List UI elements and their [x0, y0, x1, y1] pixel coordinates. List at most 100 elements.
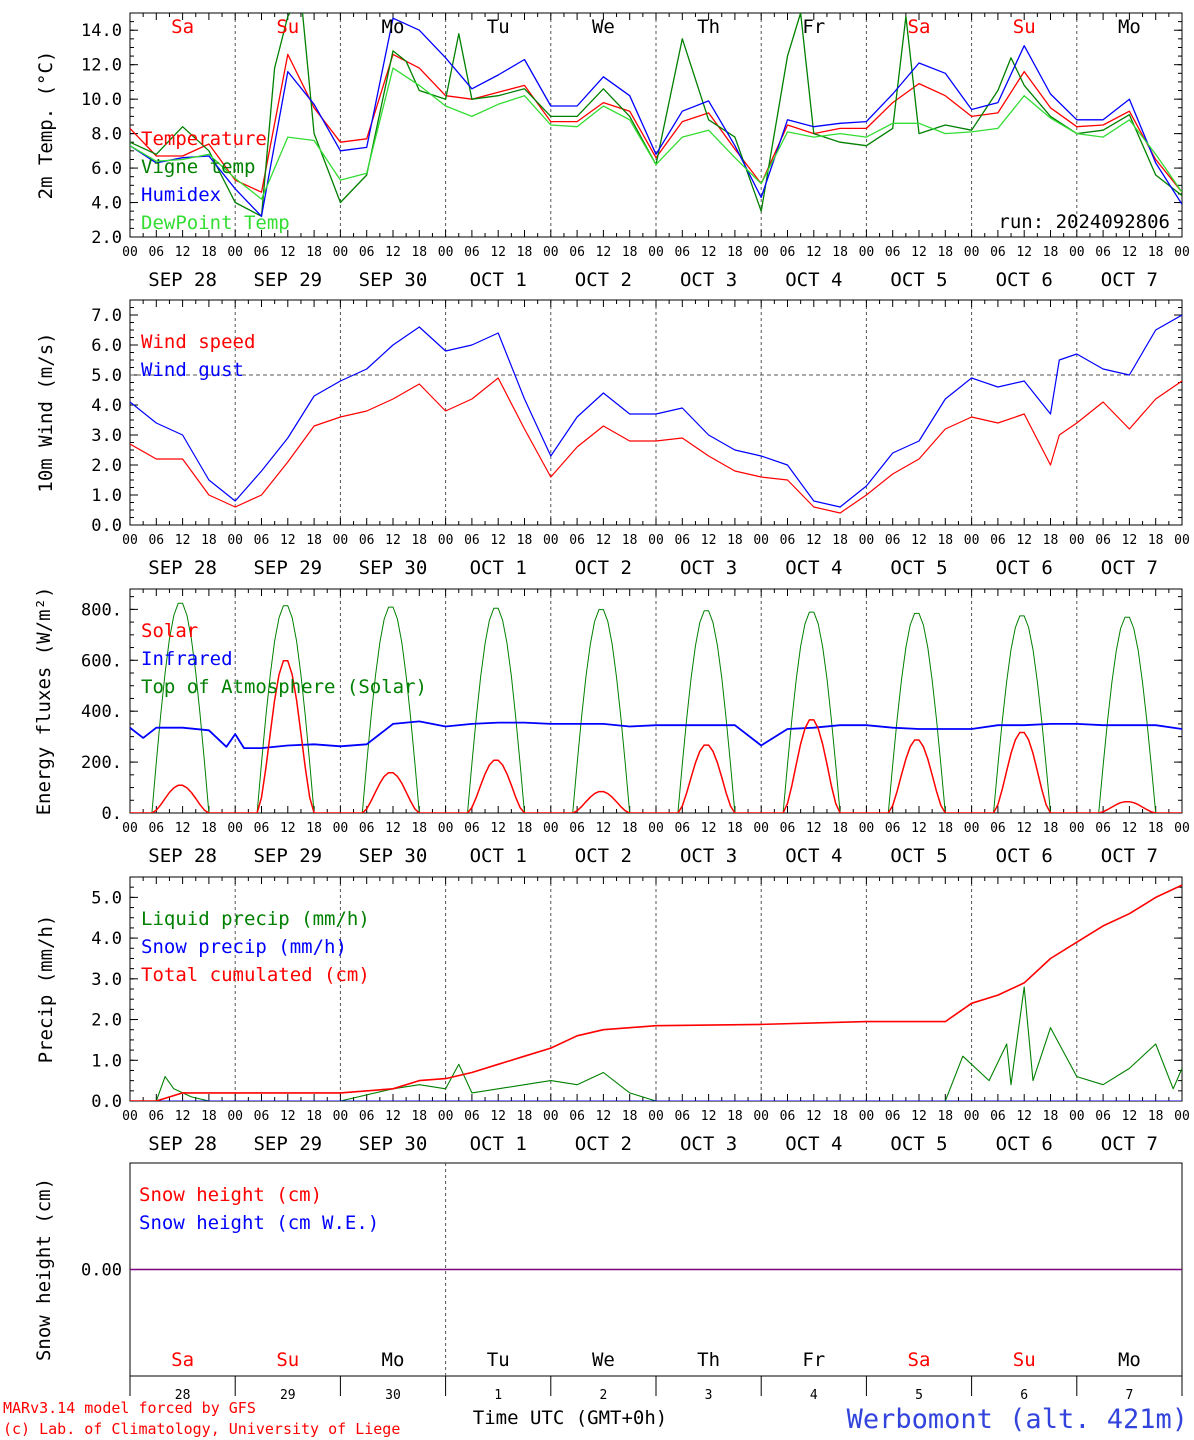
x-hour-label: 18: [727, 245, 743, 260]
x-hour-label: 06: [464, 245, 480, 260]
y-tick-label: 4.0: [91, 929, 122, 949]
x-hour-label: 12: [1122, 1109, 1138, 1124]
x-hour-label: 06: [1095, 533, 1111, 548]
y-tick-label: 0.00: [81, 1261, 122, 1281]
panel-frame: [129, 588, 1183, 814]
x-hour-label: 00: [1174, 533, 1190, 548]
x-hour-label: 18: [832, 245, 848, 260]
legend-entry: Wind speed: [141, 331, 255, 353]
day-number: 1: [494, 1388, 502, 1403]
series-group: [130, 13, 1182, 217]
legend-entry: Snow height (cm W.E.): [139, 1212, 379, 1234]
y-tick-label: 4.0: [91, 194, 122, 214]
x-hour-label: 18: [1148, 533, 1164, 548]
x-hour-label: 00: [227, 245, 243, 260]
x-hour-label: 12: [175, 821, 191, 836]
x-hour-label: 06: [990, 533, 1006, 548]
series-line: [130, 720, 1182, 749]
weekday-label: We: [592, 1349, 615, 1371]
date-label: OCT 3: [680, 269, 737, 291]
series-group: [130, 884, 1182, 1101]
x-hour-label: 12: [1122, 821, 1138, 836]
panel-4: 00 06 12 18 00 06 12 18 00 06 12 18 00 06 12 18 00 06 12 18…: [35, 876, 1190, 1155]
x-hour-label: 00: [859, 245, 875, 260]
y-tick-label: 0.: [102, 804, 122, 824]
date-label: OCT 2: [575, 845, 632, 867]
x-hour-label: 12: [596, 1109, 612, 1124]
panel-2: 00 06 12 18 00 06 12 18 00 06 12 18 00 06 12 18 00 06 12 18…: [35, 299, 1190, 579]
date-label: OCT 6: [996, 845, 1053, 867]
x-hour-label: 12: [385, 533, 401, 548]
x-hour-label: 12: [1122, 245, 1138, 260]
date-label: OCT 6: [996, 1133, 1053, 1155]
y-tick-label: 600.: [81, 651, 122, 671]
x-hour-label: 06: [780, 821, 796, 836]
x-hour-label: 00: [1174, 245, 1190, 260]
weekday-label: Su: [1013, 1349, 1036, 1371]
weekday-label: Tu: [487, 16, 510, 38]
legend-entry: Snow height (cm): [139, 1184, 322, 1206]
x-hour-label: 00: [1069, 821, 1085, 836]
date-label: OCT 2: [575, 269, 632, 291]
x-hour-label: 00: [227, 1109, 243, 1124]
legend-entry: Total cumulated (cm): [141, 964, 370, 986]
x-hour-label: 00: [333, 533, 349, 548]
x-hour-label: 12: [701, 821, 717, 836]
x-hour-label: 06: [674, 533, 690, 548]
weekday-label: Mo: [382, 16, 405, 38]
date-label: OCT 6: [996, 557, 1053, 579]
series-line: [130, 13, 1182, 217]
date-label: SEP 28: [148, 269, 217, 291]
x-hour-label: 06: [359, 1109, 375, 1124]
x-hour-label: 00: [1174, 821, 1190, 836]
x-hour-label: 18: [1043, 1109, 1059, 1124]
x-hour-label: 00: [122, 1109, 138, 1124]
x-hour-label: 00: [1069, 533, 1085, 548]
x-hour-label: 12: [490, 1109, 506, 1124]
x-hour-label: 18: [937, 821, 953, 836]
x-hour-label: 00: [333, 1109, 349, 1124]
panel-frame: [129, 299, 1183, 526]
day-number: 7: [1125, 1388, 1133, 1403]
x-hour-label: 18: [1148, 821, 1164, 836]
y-axis-label: Energy fluxes (W/m²): [33, 587, 55, 816]
y-tick-label: 200.: [81, 753, 122, 773]
x-hour-label: 12: [806, 245, 822, 260]
date-label: OCT 4: [785, 845, 842, 867]
legend-entry: Temperature: [141, 128, 267, 150]
day-number: 4: [810, 1388, 818, 1403]
x-hour-label: 18: [937, 533, 953, 548]
y-axis-label: Precip (mm/h): [35, 915, 57, 1064]
series-line: [130, 17, 1182, 217]
date-label: SEP 29: [253, 269, 322, 291]
date-label: OCT 3: [680, 845, 737, 867]
y-tick-label: 12.0: [81, 56, 122, 76]
x-hour-label: 18: [727, 821, 743, 836]
x-hour-label: 18: [411, 533, 427, 548]
date-label: SEP 28: [148, 845, 217, 867]
x-hour-label: 06: [464, 1109, 480, 1124]
x-hour-label: 00: [964, 245, 980, 260]
weekday-label: Fr: [802, 1349, 825, 1371]
x-hour-label: 12: [596, 533, 612, 548]
weekday-label: Mo: [382, 1349, 405, 1371]
date-label: OCT 3: [680, 1133, 737, 1155]
y-tick-label: 4.0: [91, 396, 122, 416]
x-hour-label: 12: [280, 533, 296, 548]
x-hour-label: 12: [806, 1109, 822, 1124]
series-line: [130, 377, 1182, 514]
x-hour-label: 00: [648, 245, 664, 260]
weekday-label: Su: [276, 16, 299, 38]
x-hour-label: 00: [648, 1109, 664, 1124]
series-line: [130, 986, 1182, 1101]
x-hour-label: 12: [596, 245, 612, 260]
x-hour-label: 12: [490, 245, 506, 260]
x-hour-label: 18: [201, 821, 217, 836]
x-hour-label: 06: [990, 821, 1006, 836]
date-label: OCT 7: [1101, 845, 1158, 867]
x-hour-label: 18: [832, 821, 848, 836]
x-hour-label: 18: [1043, 821, 1059, 836]
x-hour-label: 00: [543, 1109, 559, 1124]
x-hour-label: 06: [254, 533, 270, 548]
x-hour-label: 18: [306, 821, 322, 836]
